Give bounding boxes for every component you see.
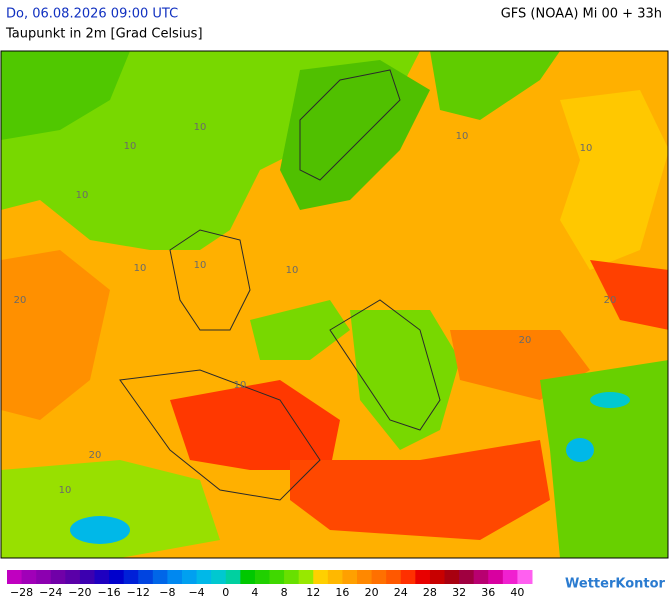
contour-label: 10 xyxy=(456,131,469,142)
colorbar-tick-label: 36 xyxy=(481,586,495,599)
colorbar-tick-label: −20 xyxy=(68,586,91,599)
contour-label: 10 xyxy=(580,143,593,154)
colorbar-swatch xyxy=(488,570,504,584)
colorbar-swatch xyxy=(109,570,125,584)
colorbar-tick-label: 32 xyxy=(452,586,466,599)
contour-label: 10 xyxy=(59,485,72,496)
colorbar-tick-label: 4 xyxy=(251,586,258,599)
map xyxy=(0,50,669,559)
colorbar-swatch xyxy=(152,570,168,584)
colorbar-swatch xyxy=(415,570,431,584)
model-run: GFS (NOAA) Mi 00 + 33h xyxy=(501,7,662,22)
colorbar-tick-label: 12 xyxy=(306,586,320,599)
colorbar-tick-label: −8 xyxy=(159,586,175,599)
colorbar-swatch xyxy=(371,570,387,584)
colorbar-swatch xyxy=(94,570,110,584)
colorbar-swatch xyxy=(429,570,445,584)
colorbar-swatch xyxy=(357,570,373,584)
colorbar-swatch xyxy=(138,570,154,584)
colorbar-swatch xyxy=(327,570,343,584)
colorbar-tick-label: 20 xyxy=(365,586,379,599)
contour-label: 20 xyxy=(519,335,532,346)
colorbar-swatch xyxy=(65,570,81,584)
contour-label: 10 xyxy=(194,260,207,271)
colorbar-tick-label: 28 xyxy=(423,586,437,599)
colorbar-swatch xyxy=(7,570,23,584)
colorbar-swatch xyxy=(196,570,212,584)
contour-label: 10 xyxy=(234,380,247,391)
colorbar-swatch xyxy=(269,570,285,584)
colorbar-tick-label: 16 xyxy=(335,586,349,599)
colorbar-swatch xyxy=(444,570,460,584)
subtitle: Taupunkt in 2m [Grad Celsius] xyxy=(5,27,203,42)
colorbar-swatch xyxy=(123,570,139,584)
colorbar-swatch xyxy=(313,570,329,584)
colorbar-swatch xyxy=(473,570,489,584)
colorbar-swatch xyxy=(400,570,416,584)
datetime: Do, 06.08.2026 09:00 UTC xyxy=(6,7,178,22)
colorbar-swatch xyxy=(342,570,358,584)
colorbar-swatch xyxy=(240,570,256,584)
colorbar-tick-label: 8 xyxy=(281,586,288,599)
contour-label: 10 xyxy=(134,263,147,274)
colorbar-tick-label: −12 xyxy=(127,586,150,599)
colorbar-tick-label: 0 xyxy=(222,586,229,599)
colorbar-swatch xyxy=(167,570,183,584)
colorbar-tick-label: −28 xyxy=(10,586,33,599)
contour-label: 20 xyxy=(14,295,27,306)
colorbar-swatch xyxy=(502,570,518,584)
colorbar-tick-label: 40 xyxy=(510,586,524,599)
colorbar-tick-label: −24 xyxy=(39,586,62,599)
contour-label: 20 xyxy=(604,295,617,306)
colorbar-swatch xyxy=(211,570,227,584)
contour-label: 10 xyxy=(124,141,137,152)
colorbar-tick-label: 24 xyxy=(394,586,408,599)
contour-label: 10 xyxy=(76,190,89,201)
colorbar-swatch xyxy=(298,570,314,584)
colorbar-swatch xyxy=(182,570,198,584)
colorbar-swatch xyxy=(459,570,475,584)
colorbar-swatch xyxy=(225,570,241,584)
colorbar-swatch xyxy=(254,570,270,584)
contour-label: 10 xyxy=(194,122,207,133)
contour-label: 20 xyxy=(89,450,102,461)
colorbar-tick-label: −4 xyxy=(188,586,204,599)
colorbar-swatch xyxy=(517,570,533,584)
colorbar-swatch xyxy=(21,570,37,584)
colorbar-swatch xyxy=(284,570,300,584)
colorbar-swatch xyxy=(36,570,52,584)
colorbar-swatch xyxy=(79,570,95,584)
colorbar-swatch xyxy=(50,570,66,584)
contour-label: 10 xyxy=(286,265,299,276)
colorbar-swatch xyxy=(386,570,402,584)
logo: WetterKontor xyxy=(565,577,666,592)
colorbar-tick-label: −16 xyxy=(97,586,120,599)
